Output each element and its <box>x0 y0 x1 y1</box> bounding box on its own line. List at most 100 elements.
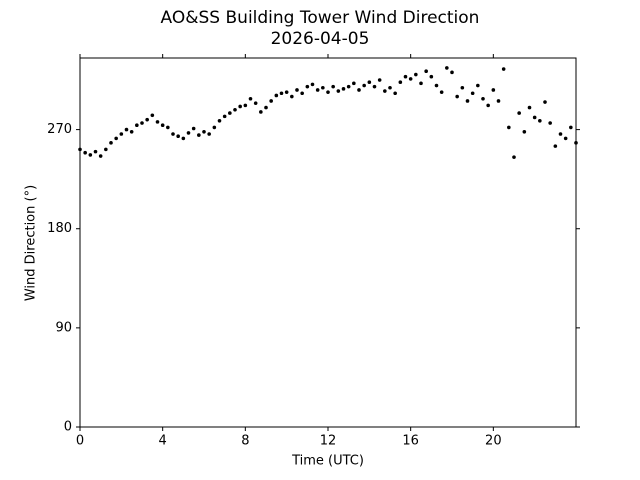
data-point <box>429 74 434 79</box>
data-point <box>305 84 310 89</box>
data-point <box>140 121 144 125</box>
data-point <box>228 111 232 115</box>
data-point <box>450 70 454 75</box>
data-point <box>88 153 93 157</box>
chart-title: AO&SS Building Tower Wind Direction <box>161 8 480 28</box>
data-point <box>124 127 129 132</box>
data-point <box>439 90 444 94</box>
data-point <box>388 85 392 90</box>
data-point <box>419 81 423 86</box>
data-point <box>408 77 413 81</box>
data-point <box>527 105 532 110</box>
data-point <box>222 114 227 119</box>
data-point <box>522 130 527 134</box>
data-point <box>383 89 387 93</box>
data-point <box>284 90 289 94</box>
data-point <box>315 88 320 92</box>
data-point <box>512 155 516 159</box>
data-point <box>538 118 542 123</box>
data-point <box>114 136 118 141</box>
data-point <box>295 88 299 92</box>
data-point <box>553 144 558 148</box>
data-point <box>434 83 439 88</box>
data-point <box>398 80 403 85</box>
data-point <box>496 99 501 103</box>
data-point <box>207 132 211 136</box>
data-point <box>424 69 428 74</box>
data-point <box>98 154 103 158</box>
data-point <box>181 136 186 141</box>
data-point <box>569 125 573 130</box>
y-tick-label: 90 <box>55 320 72 335</box>
data-point <box>300 91 304 96</box>
data-point <box>264 105 268 110</box>
data-point <box>460 85 465 90</box>
y-tick-label: 270 <box>47 122 72 137</box>
data-point <box>83 150 87 155</box>
data-point <box>217 118 222 123</box>
data-point <box>202 130 206 134</box>
data-point <box>279 91 284 96</box>
data-point <box>269 99 273 103</box>
data-point <box>346 84 351 89</box>
data-point <box>109 141 113 145</box>
data-point <box>135 123 139 127</box>
data-point <box>352 81 356 86</box>
data-point <box>574 141 578 145</box>
data-point <box>119 132 124 136</box>
data-point <box>290 94 294 99</box>
y-tick-label: 180 <box>47 221 72 236</box>
data-point <box>93 149 98 154</box>
data-point <box>517 111 521 115</box>
data-point <box>357 88 361 92</box>
data-point <box>465 99 470 103</box>
data-point <box>186 131 191 135</box>
data-point <box>197 133 201 137</box>
data-point <box>403 74 408 79</box>
data-point <box>233 107 237 112</box>
data-point <box>548 121 552 125</box>
data-point <box>145 117 149 122</box>
data-point <box>414 72 418 77</box>
x-tick-label: 0 <box>76 434 84 449</box>
x-tick-label: 8 <box>241 434 249 449</box>
data-point <box>129 130 134 134</box>
x-tick-label: 16 <box>402 434 419 449</box>
y-tick-label: 0 <box>64 420 72 435</box>
data-point <box>532 115 537 120</box>
data-point <box>481 96 485 101</box>
data-point <box>78 147 82 152</box>
data-point <box>259 110 263 114</box>
data-point <box>274 93 279 98</box>
data-point <box>166 125 170 130</box>
data-point <box>486 103 490 108</box>
y-axis-label: Wind Direction (°) <box>24 185 39 301</box>
data-point <box>212 125 217 130</box>
data-point <box>543 100 547 104</box>
data-point <box>248 96 253 101</box>
data-point <box>341 87 346 91</box>
chart-subtitle: 2026-04-05 <box>271 29 370 49</box>
data-point <box>491 88 496 92</box>
data-point <box>326 90 330 94</box>
data-point <box>507 125 511 130</box>
data-point <box>191 126 196 131</box>
data-point <box>310 82 315 87</box>
data-point <box>253 101 258 105</box>
data-point <box>455 94 459 99</box>
x-axis-label: Time (UTC) <box>291 454 364 469</box>
data-point <box>243 103 248 108</box>
data-point <box>470 91 475 96</box>
data-point <box>160 123 165 127</box>
data-point <box>558 132 563 136</box>
data-point <box>367 80 372 85</box>
data-point <box>321 85 325 90</box>
data-point <box>445 66 449 70</box>
data-point <box>331 84 335 89</box>
data-point <box>176 134 180 139</box>
data-point <box>377 78 382 82</box>
data-point <box>362 83 366 88</box>
data-point <box>501 67 506 71</box>
